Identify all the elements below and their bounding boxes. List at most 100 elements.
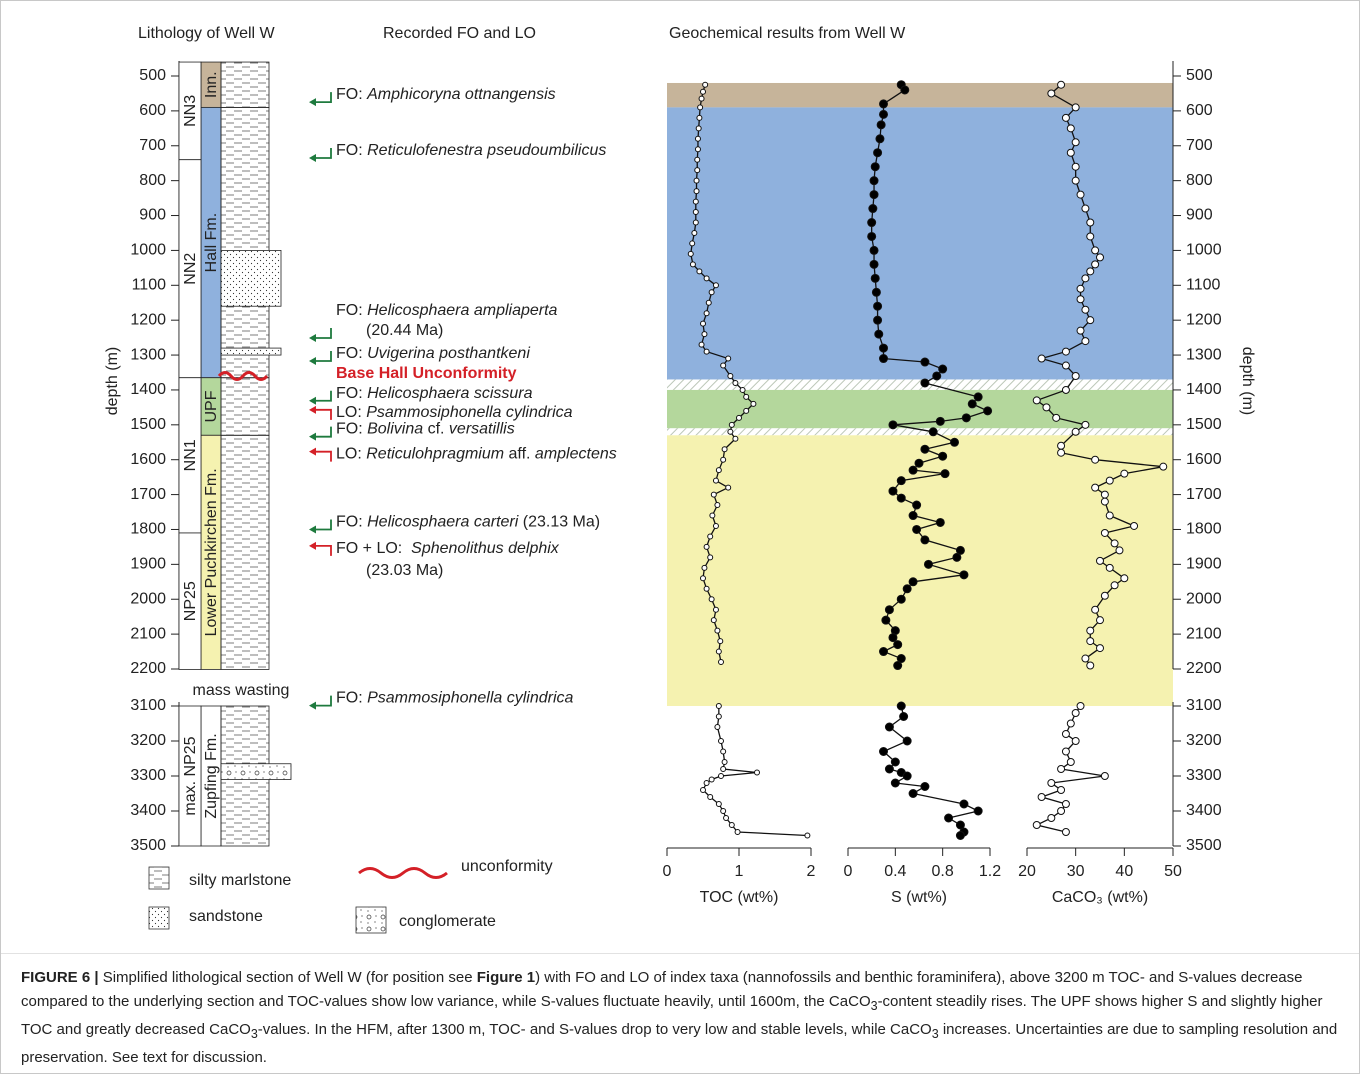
data-point xyxy=(694,135,701,142)
event-text: Psammosiphonella cylindrica xyxy=(367,690,573,707)
depth-tick-label: 3100 xyxy=(1186,697,1222,714)
depth-tick-label: 1500 xyxy=(130,416,166,433)
data-point xyxy=(908,465,918,475)
data-point xyxy=(896,594,906,604)
data-point xyxy=(902,736,912,746)
data-point xyxy=(1066,758,1075,766)
data-point xyxy=(714,502,721,509)
depth-tick-label: 700 xyxy=(139,137,166,154)
data-point xyxy=(888,420,898,430)
data-point xyxy=(710,617,717,624)
data-point xyxy=(1120,469,1129,478)
event-label: LO: Psammosiphonella cylindrica xyxy=(336,404,573,421)
data-point xyxy=(725,355,732,362)
data-point xyxy=(1100,490,1109,499)
data-point xyxy=(718,738,724,744)
data-point xyxy=(1057,786,1066,794)
data-point xyxy=(694,156,701,163)
data-point xyxy=(879,343,888,353)
x-axis-title: TOC (wt%) xyxy=(700,889,779,906)
data-point xyxy=(708,289,715,296)
data-point xyxy=(696,114,703,121)
nannozone-label: NN1 xyxy=(182,439,199,471)
caption-text: Simplified lithological section of Well … xyxy=(98,969,477,986)
x-tick-label: 0 xyxy=(844,863,853,880)
data-point xyxy=(896,493,906,503)
data-point xyxy=(908,789,918,798)
depth-tick-label: 2100 xyxy=(130,625,166,642)
depth-tick-label: 2000 xyxy=(130,590,166,607)
data-point xyxy=(879,109,888,119)
data-point xyxy=(1071,427,1080,436)
data-point xyxy=(928,427,938,437)
event-label: FO: Amphicoryna ottnangensis xyxy=(336,86,556,103)
legend-symbol xyxy=(358,867,448,879)
marlstone-column xyxy=(220,434,270,670)
caption-text: -content steadily rises. The UPF shows h… xyxy=(21,993,1323,1038)
event-text: FO: xyxy=(336,690,367,707)
bed xyxy=(220,250,282,307)
data-point xyxy=(697,104,704,111)
formation-label: Inn. xyxy=(203,71,220,98)
depth-tick-label: 1800 xyxy=(130,521,166,538)
depth-tick-label: 1300 xyxy=(130,346,166,363)
nannozone-label: max. NP25 xyxy=(182,736,199,815)
data-point xyxy=(720,766,727,772)
data-point xyxy=(888,486,898,496)
depth-tick-label: 3200 xyxy=(130,732,166,749)
data-point xyxy=(694,146,701,153)
event-text: LO: xyxy=(336,404,366,421)
event-text: Helicosphaera scissura xyxy=(367,385,533,402)
data-point xyxy=(961,413,971,423)
caption-text: 3 xyxy=(250,1027,258,1041)
figure-graphics: Lithology of Well W Recorded FO and LO G… xyxy=(104,25,1256,934)
data-point xyxy=(935,517,945,527)
data-point xyxy=(869,259,879,269)
depth-tick-label: 2200 xyxy=(130,660,166,677)
event-text: Sphenolithus delphix xyxy=(411,540,560,557)
data-point xyxy=(720,808,727,814)
data-point xyxy=(727,428,734,435)
x-tick-label: 0 xyxy=(663,863,672,880)
depth-tick-label: 900 xyxy=(139,207,166,224)
data-point xyxy=(692,198,699,205)
data-point xyxy=(701,331,708,338)
depth-tick-label: 800 xyxy=(139,172,166,189)
data-point xyxy=(707,554,714,561)
data-point xyxy=(902,771,912,781)
data-point xyxy=(718,659,724,666)
event-text: (23.13 Ma) xyxy=(518,514,600,531)
data-point xyxy=(715,713,722,720)
data-point xyxy=(1091,455,1100,464)
event-arrowhead xyxy=(309,405,316,414)
data-point xyxy=(1086,232,1095,241)
event-arrowhead xyxy=(309,333,316,342)
data-point xyxy=(708,776,715,783)
x-tick-label: 0.8 xyxy=(932,863,954,880)
data-point xyxy=(1096,616,1104,625)
event-arrowhead xyxy=(309,396,316,405)
depth-tick-label: 3200 xyxy=(1186,732,1222,749)
data-point xyxy=(920,357,930,367)
data-point xyxy=(728,421,735,428)
data-point xyxy=(876,120,886,130)
data-point xyxy=(952,552,962,562)
depth-tick-label: 1000 xyxy=(130,242,166,259)
event-arrow xyxy=(311,544,332,556)
data-point xyxy=(692,209,699,216)
data-point xyxy=(1096,556,1104,565)
data-point xyxy=(923,559,933,569)
x-tick-label: 2 xyxy=(807,863,816,880)
data-point xyxy=(725,484,732,491)
data-point xyxy=(1091,605,1100,614)
legend-label: silty marlstone xyxy=(189,872,291,889)
data-point xyxy=(717,638,724,645)
data-point xyxy=(739,386,746,393)
data-point xyxy=(1061,730,1070,738)
data-point xyxy=(712,522,719,529)
data-point xyxy=(718,773,724,779)
event-arrow xyxy=(311,327,332,339)
depth-tick-label: 3400 xyxy=(130,802,166,819)
data-point xyxy=(1071,162,1080,171)
data-point xyxy=(912,500,922,510)
